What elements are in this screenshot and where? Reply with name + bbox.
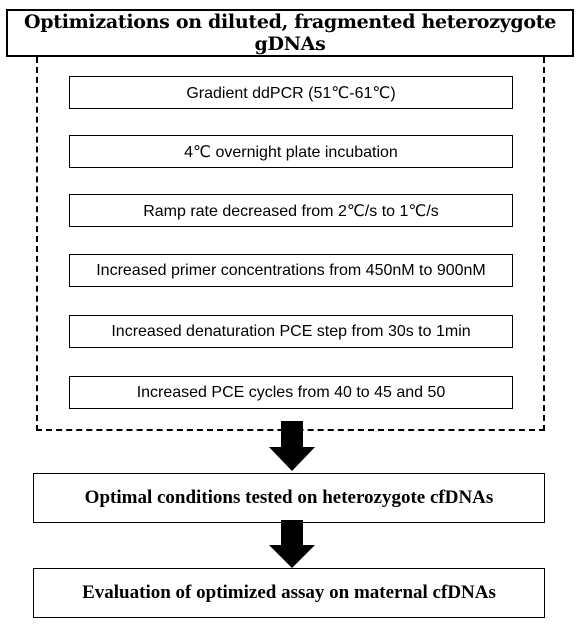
step-box-primer: Increased primer concentrations from 450… [69, 254, 513, 287]
step-box-denaturation: Increased denaturation PCE step from 30s… [69, 315, 513, 348]
step-box-ramp-rate: Ramp rate decreased from 2℃/s to 1℃/s [69, 194, 513, 227]
step-box-gradient: Gradient ddPCR (51℃-61℃) [69, 76, 513, 109]
step-label: Increased PCE cycles from 40 to 45 and 5… [136, 383, 446, 401]
stage-label: Evaluation of optimized assay on materna… [82, 582, 496, 603]
stage-box-heterozygote-cfdna: Optimal conditions tested on heterozygot… [33, 473, 545, 523]
step-label: Gradient ddPCR (51℃-61℃) [186, 84, 396, 102]
step-box-incubation: 4℃ overnight plate incubation [69, 135, 513, 168]
step-label: 4℃ overnight plate incubation [184, 143, 398, 161]
down-arrow-icon [267, 520, 317, 568]
optimization-steps-frame [36, 57, 545, 431]
step-box-cycles: Increased PCE cycles from 40 to 45 and 5… [69, 376, 513, 409]
step-label: Increased denaturation PCE step from 30s… [111, 322, 471, 340]
stage-label: Optimal conditions tested on heterozygot… [84, 487, 494, 508]
step-label: Ramp rate decreased from 2℃/s to 1℃/s [143, 202, 439, 220]
header-title: Optimizations on diluted, fragmented het… [23, 11, 556, 55]
down-arrow-icon [267, 421, 317, 471]
stage-box-maternal-cfdna: Evaluation of optimized assay on materna… [33, 568, 545, 618]
step-label: Increased primer concentrations from 450… [96, 261, 486, 279]
header-box: Optimizations on diluted, fragmented het… [6, 9, 574, 57]
